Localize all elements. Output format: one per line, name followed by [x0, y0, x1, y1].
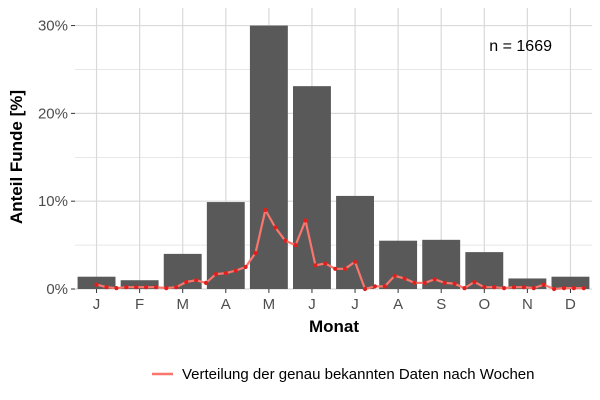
weekly-point-2	[104, 285, 109, 290]
x-tick-label: J	[351, 296, 359, 313]
weekly-point-47	[552, 286, 557, 292]
weekly-point-50	[581, 286, 586, 291]
weekly-point-39	[472, 279, 477, 285]
weekly-point-29	[372, 284, 377, 289]
weekly-point-12	[203, 280, 209, 285]
weekly-point-42	[502, 286, 507, 291]
x-tick-label: A	[221, 296, 231, 313]
bar-j-6	[293, 86, 331, 289]
weekly-point-38	[462, 286, 467, 291]
weekly-point-49	[571, 286, 577, 291]
bar-f-2	[120, 280, 159, 289]
y-axis-title: Anteil Funde [%]	[7, 90, 26, 224]
weekly-point-24	[323, 261, 328, 266]
weekly-point-32	[402, 276, 407, 281]
weekly-point-41	[492, 285, 497, 290]
x-tick-label: O	[478, 296, 490, 313]
weekly-point-31	[392, 273, 397, 278]
weekly-line-layer	[94, 207, 586, 292]
weekly-point-7	[153, 285, 159, 290]
y-tick-label: 0%	[46, 281, 68, 298]
weekly-point-26	[343, 266, 348, 271]
weekly-point-33	[412, 280, 417, 285]
weekly-point-13	[213, 272, 218, 277]
bar-d-12	[551, 276, 590, 289]
bar-j-7	[336, 195, 374, 289]
weekly-point-25	[333, 266, 338, 271]
weekly-point-37	[452, 281, 457, 286]
bar-n-11	[508, 278, 547, 289]
weekly-point-34	[422, 280, 427, 285]
x-tick-label: M	[263, 296, 276, 313]
weekly-point-3	[114, 286, 119, 291]
weekly-point-40	[482, 285, 487, 290]
weekly-point-43	[511, 285, 517, 290]
legend: Verteilung der genau bekannten Daten nac…	[152, 366, 535, 383]
weekly-point-17	[253, 250, 258, 256]
annotation-n: n = 1669	[489, 38, 552, 55]
weekly-point-45	[531, 286, 536, 291]
weekly-point-10	[184, 279, 189, 285]
weekly-point-4	[124, 285, 129, 290]
legend-label: Verteilung der genau bekannten Daten nac…	[182, 366, 535, 383]
weekly-point-6	[144, 285, 149, 290]
weekly-point-19	[273, 225, 278, 230]
weekly-point-15	[233, 268, 238, 273]
y-tick-label: 10%	[38, 193, 68, 210]
weekly-point-20	[283, 238, 288, 243]
weekly-point-27	[352, 259, 358, 264]
x-tick-label: J	[93, 296, 101, 313]
weekly-point-44	[521, 285, 527, 290]
y-axis-ticks: 0% 10% 20% 30%	[38, 18, 75, 298]
y-tick-label: 20%	[38, 105, 68, 122]
weekly-point-9	[174, 285, 179, 290]
x-tick-label: F	[135, 296, 144, 313]
weekly-point-35	[432, 277, 437, 282]
weekly-point-18	[263, 207, 268, 213]
x-tick-label: D	[565, 296, 576, 313]
weekly-point-5	[134, 285, 139, 290]
x-tick-label: J	[308, 296, 316, 313]
x-tick-label: M	[176, 296, 189, 313]
weekly-point-21	[293, 243, 298, 248]
weekly-point-1	[94, 282, 99, 287]
weekly-point-48	[561, 286, 567, 291]
weekly-point-36	[442, 280, 447, 285]
weekly-point-30	[382, 284, 387, 289]
x-tick-label: S	[436, 296, 446, 313]
x-axis-title: Monat	[309, 317, 359, 336]
weekly-point-46	[541, 282, 546, 287]
weekly-point-22	[303, 218, 308, 223]
weekly-point-28	[362, 286, 368, 292]
weekly-point-14	[223, 271, 228, 276]
y-tick-label: 30%	[38, 18, 68, 35]
x-tick-label: N	[522, 296, 533, 313]
x-tick-label: A	[393, 296, 403, 313]
weekly-point-8	[164, 286, 169, 291]
weekly-point-11	[194, 278, 199, 283]
weekly-point-23	[313, 263, 318, 268]
weekly-point-16	[243, 264, 248, 270]
